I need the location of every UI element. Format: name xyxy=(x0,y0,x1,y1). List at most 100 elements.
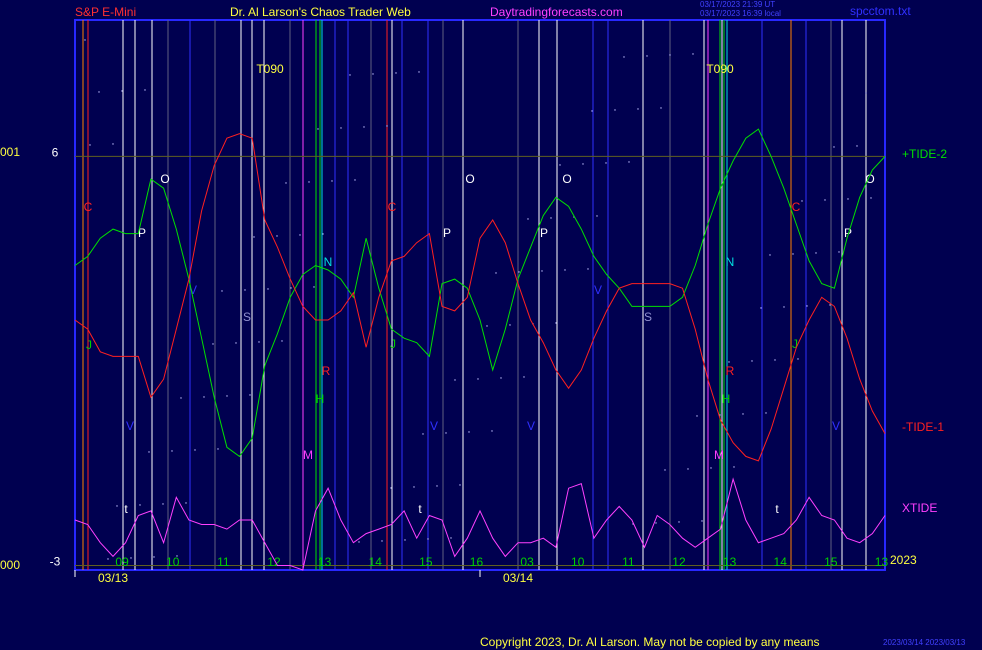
annotation: O xyxy=(160,172,169,186)
annotation: O xyxy=(865,172,874,186)
dot xyxy=(450,537,452,539)
dot xyxy=(290,287,292,289)
dot xyxy=(477,378,479,380)
timestamp: 03/17/2023 16:39 local xyxy=(700,9,781,18)
dot xyxy=(363,126,365,128)
dot xyxy=(733,466,735,468)
dot xyxy=(801,200,803,202)
dot xyxy=(349,74,351,76)
annotation: V xyxy=(527,419,535,433)
dot xyxy=(678,521,680,523)
dot xyxy=(692,53,694,55)
dot xyxy=(180,397,182,399)
x-tick-label: 12 xyxy=(672,555,686,569)
dot xyxy=(285,182,287,184)
x-tick-label: 14 xyxy=(369,555,383,569)
dot xyxy=(628,161,630,163)
dot xyxy=(783,306,785,308)
x-tick-label: 11 xyxy=(217,555,230,569)
x-tick-label: 15 xyxy=(824,555,838,569)
annotation: t xyxy=(418,502,422,516)
annotation: N xyxy=(324,255,333,269)
chart-subtitle: S&P E-Mini xyxy=(75,5,136,19)
dot xyxy=(550,217,552,219)
x-tick-label: 13 xyxy=(318,555,332,569)
annotation: T090 xyxy=(256,62,284,76)
dot xyxy=(144,89,146,91)
dot xyxy=(221,290,223,292)
date-label: 03/14 xyxy=(503,571,533,585)
annotation: O xyxy=(465,172,474,186)
annotation: t xyxy=(775,502,779,516)
annotation: P xyxy=(540,226,548,240)
dot xyxy=(153,556,155,558)
dot xyxy=(495,272,497,274)
dot xyxy=(815,252,817,254)
dot xyxy=(427,538,429,540)
dot xyxy=(797,358,799,360)
dot xyxy=(372,73,374,75)
x-tick-label: 13 xyxy=(723,555,737,569)
annotation: M xyxy=(714,448,724,462)
dot xyxy=(847,198,849,200)
series-line xyxy=(74,128,886,458)
dot xyxy=(596,215,598,217)
dot xyxy=(395,72,397,74)
dot xyxy=(646,55,648,57)
dot xyxy=(829,304,831,306)
dot xyxy=(217,448,219,450)
x-tick-label: 15 xyxy=(419,555,433,569)
dot xyxy=(418,71,420,73)
timestamp: 03/17/2023 21:39 UT xyxy=(700,0,775,9)
dot xyxy=(509,324,511,326)
dot xyxy=(112,143,114,145)
dot xyxy=(587,268,589,270)
dot xyxy=(765,412,767,414)
source: Daytradingforecasts.com xyxy=(490,5,623,19)
dot xyxy=(171,450,173,452)
x-tick-label: 09 xyxy=(115,555,129,569)
dot xyxy=(833,146,835,148)
dot xyxy=(258,341,260,343)
dot xyxy=(637,108,639,110)
annotation: C xyxy=(84,200,93,214)
left-label: 001 xyxy=(0,145,20,159)
dot xyxy=(559,164,561,166)
series-line xyxy=(74,133,886,462)
y-tick-label: 6 xyxy=(52,146,59,160)
dot xyxy=(276,235,278,237)
dot xyxy=(244,289,246,291)
legend-label: XTIDE xyxy=(902,501,937,515)
dot xyxy=(623,56,625,58)
dot xyxy=(249,394,251,396)
dot xyxy=(226,395,228,397)
annotation: H xyxy=(316,392,325,406)
chart-title: Dr. Al Larson's Chaos Trader Web xyxy=(230,5,411,19)
dot xyxy=(824,199,826,201)
dot xyxy=(468,431,470,433)
annotation: N xyxy=(726,255,735,269)
annotation: V xyxy=(832,419,840,433)
annotation: C xyxy=(792,200,801,214)
dot xyxy=(523,376,525,378)
dot xyxy=(130,557,132,559)
x-tick-label: 10 xyxy=(166,555,180,569)
annotation: S xyxy=(243,310,251,324)
annotation: H xyxy=(722,392,731,406)
x-tick-label: 10 xyxy=(571,555,585,569)
dot xyxy=(116,505,118,507)
annotation: V xyxy=(189,283,197,297)
dot xyxy=(701,520,703,522)
dot xyxy=(331,180,333,182)
copyright: Copyright 2023, Dr. Al Larson. May not b… xyxy=(480,635,820,649)
dot xyxy=(390,487,392,489)
dot xyxy=(98,91,100,93)
x-tick-label: 16 xyxy=(470,555,484,569)
file-name: spcctom.txt xyxy=(850,4,911,18)
dot xyxy=(728,361,730,363)
dot xyxy=(121,90,123,92)
dot xyxy=(139,504,141,506)
dot xyxy=(313,286,315,288)
dot xyxy=(742,413,744,415)
